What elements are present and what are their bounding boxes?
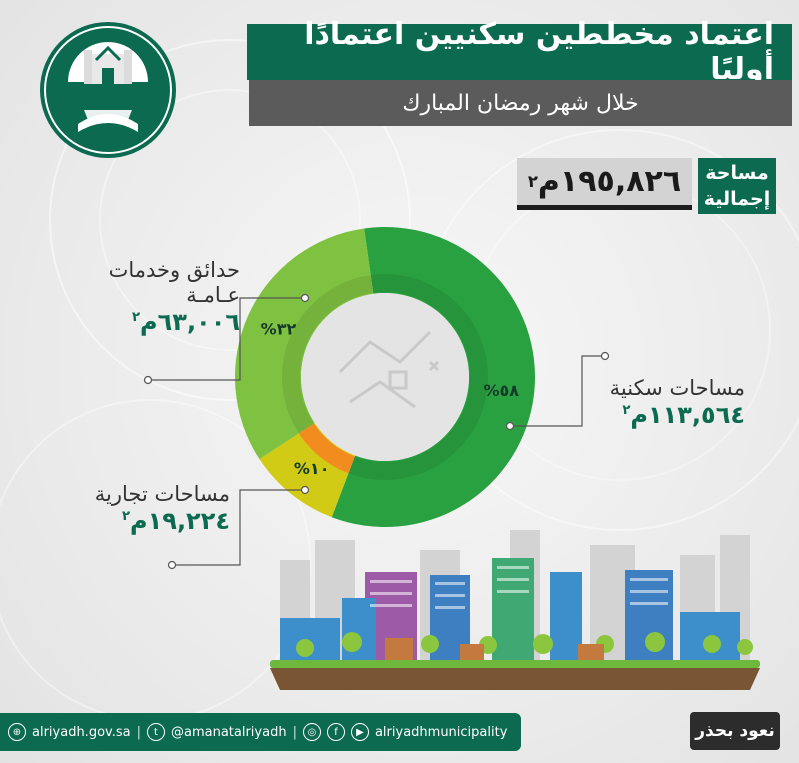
commercial-area: ١٩,٢٢٤م٢	[40, 507, 230, 535]
total-label-line1: مساحة	[705, 162, 769, 184]
footer: ⊕ alriyadh.gov.sa | t @amanatalriyadh | …	[0, 712, 799, 752]
leader-dot-gardens	[300, 293, 310, 303]
footer-website[interactable]: alriyadh.gov.sa	[32, 724, 131, 740]
donut-chart: %٥٨ %١٠ %٣٢	[234, 227, 535, 527]
residential-area-unit: ٢	[622, 403, 631, 418]
footer-twitter[interactable]: @amanatalriyadh	[170, 724, 287, 740]
slice-commercial-inner-ring	[298, 423, 356, 474]
gardens-area-unit: ٢	[131, 310, 141, 325]
gardens-area: ٦٣,٠٠٦م٢	[40, 308, 240, 336]
globe-icon: ⊕	[8, 723, 26, 741]
footer-separator: |	[292, 724, 297, 740]
footer-social-handle[interactable]: alriyadhmunicipality	[374, 724, 508, 740]
leader-dot-residential	[505, 421, 515, 431]
slice-commercial-percent-label: %١٠	[294, 459, 330, 478]
total-label-line2: إجمالية	[703, 188, 771, 210]
slice-gardens	[234, 228, 374, 460]
residential-area-number: ١١٣,٥٦٤م	[630, 401, 745, 429]
commercial-area-unit: ٢	[121, 509, 131, 524]
residential-area: ١١٣,٥٦٤م٢	[575, 401, 745, 429]
leader-gardens	[148, 297, 305, 381]
riyadh-municipality-logo	[40, 22, 176, 158]
commercial-area-number: ١٩,٢٢٤م	[130, 507, 230, 535]
youtube-icon: ▶	[350, 723, 369, 741]
category-commercial: مساحات تجارية ١٩,٢٢٤م٢	[40, 482, 230, 535]
title-text: اعتماد مخططين سكنيين اعتمادًا أوليًا	[304, 17, 774, 87]
gardens-title-line2: عـامـة	[186, 283, 240, 307]
instagram-icon: ◎	[302, 723, 321, 741]
leader-commercial	[172, 489, 305, 566]
city-illustration	[270, 530, 760, 690]
slogan-badge: نعود بحذر	[690, 712, 780, 750]
category-residential: مساحات سكنية ١١٣,٥٦٤م٢	[575, 376, 745, 429]
leader-end-gardens	[143, 375, 153, 385]
category-gardens: حدائق وخدمات عـامـة ٦٣,٠٠٦م٢	[40, 258, 240, 336]
slice-residential	[331, 227, 535, 527]
facebook-icon: f	[326, 723, 345, 741]
slice-residential-percent-label: %٥٨	[483, 381, 519, 400]
twitter-icon: t	[146, 723, 165, 741]
gardens-title-line1: حدائق وخدمات	[108, 258, 240, 282]
leader-dot-commercial	[300, 485, 310, 495]
total-area-number: ١٩٥,٨٢٦م	[537, 164, 682, 199]
leader-residential	[510, 355, 605, 427]
leader-end-commercial	[167, 560, 177, 570]
leader-end-residential	[600, 351, 610, 361]
total-area-unit: ٢	[527, 172, 538, 191]
page-title: اعتماد مخططين سكنيين اعتمادًا أوليًا	[247, 17, 792, 87]
page-subtitle: خلال شهر رمضان المبارك	[249, 80, 792, 126]
commercial-title: مساحات تجارية	[94, 482, 230, 506]
slice-gardens-percent-label: %٣٢	[261, 320, 297, 339]
footer-separator: |	[136, 724, 141, 740]
residential-title: مساحات سكنية	[609, 376, 745, 400]
slice-gardens-inner-ring	[282, 275, 374, 434]
footer-bar: ⊕ alriyadh.gov.sa | t @amanatalriyadh | …	[0, 713, 522, 751]
center-map-icon	[338, 330, 440, 409]
gardens-area-number: ٦٣,٠٠٦م	[140, 308, 240, 336]
slice-residential-inner-ring	[348, 274, 488, 480]
total-area-label: مساحة إجمالية	[698, 158, 776, 214]
total-area-value: ١٩٥,٨٢٦م ٢	[517, 158, 692, 210]
